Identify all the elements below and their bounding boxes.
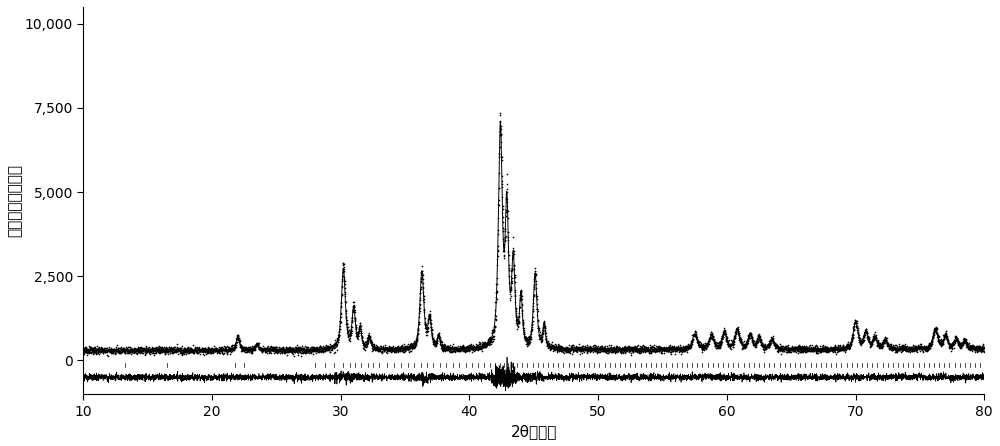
Y-axis label: 峰强度（计数点）: 峰强度（计数点） bbox=[7, 164, 22, 237]
X-axis label: 2θ（度）: 2θ（度） bbox=[511, 424, 557, 439]
